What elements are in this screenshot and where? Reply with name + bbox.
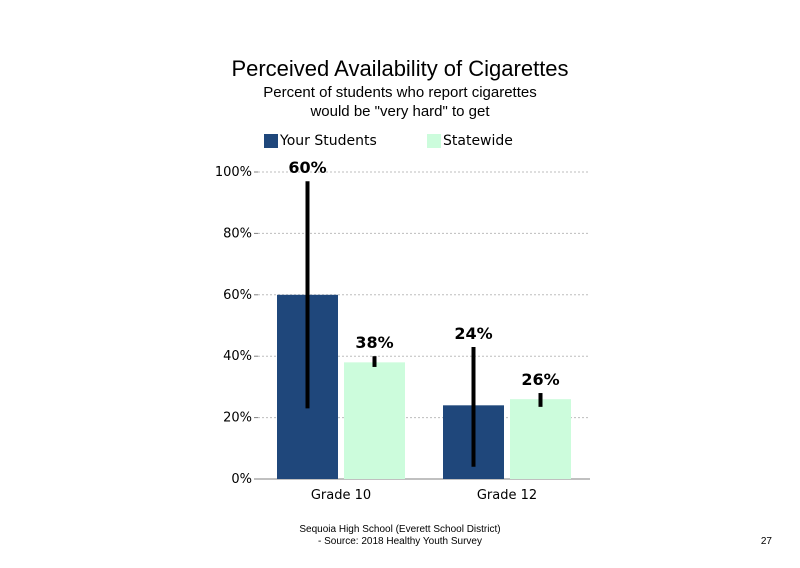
y-tick-label: 20% — [223, 411, 252, 426]
legend-swatch-your-students — [264, 134, 278, 148]
bar — [510, 399, 571, 479]
data-label: 60% — [288, 158, 326, 177]
legend-label-your-students: Your Students — [280, 133, 377, 149]
legend-label-statewide: Statewide — [443, 133, 513, 149]
chart-title: Perceived Availability of Cigarettes — [231, 56, 569, 81]
legend-item-your-students: Your Students — [264, 133, 377, 149]
y-tick-label: 40% — [223, 349, 252, 364]
legend-item-statewide: Statewide — [427, 133, 513, 149]
y-tick-label: 100% — [215, 165, 252, 180]
chart-legend: Your Students Statewide — [0, 133, 800, 153]
y-tick-label: 80% — [223, 226, 252, 241]
x-tick-label: Grade 10 — [311, 488, 371, 503]
footer-source: - Source: 2018 Healthy Youth Survey — [318, 536, 482, 547]
page-number: 27 — [760, 536, 772, 547]
y-tick-label: 60% — [223, 288, 252, 303]
y-tick-label: 0% — [231, 472, 252, 487]
chart-subtitle: Percent of students who report cigarette… — [0, 83, 800, 121]
data-label: 38% — [355, 333, 393, 352]
data-label: 26% — [521, 370, 559, 389]
footer: Sequoia High School (Everett School Dist… — [0, 524, 800, 548]
bar — [344, 362, 405, 479]
subtitle-line-2: would be "very hard" to get — [310, 103, 490, 120]
legend-swatch-statewide — [427, 134, 441, 148]
data-label: 24% — [454, 324, 492, 343]
x-tick-label: Grade 12 — [477, 488, 537, 503]
footer-school: Sequoia High School (Everett School Dist… — [299, 524, 501, 535]
subtitle-line-1: Percent of students who report cigarette… — [263, 84, 537, 101]
